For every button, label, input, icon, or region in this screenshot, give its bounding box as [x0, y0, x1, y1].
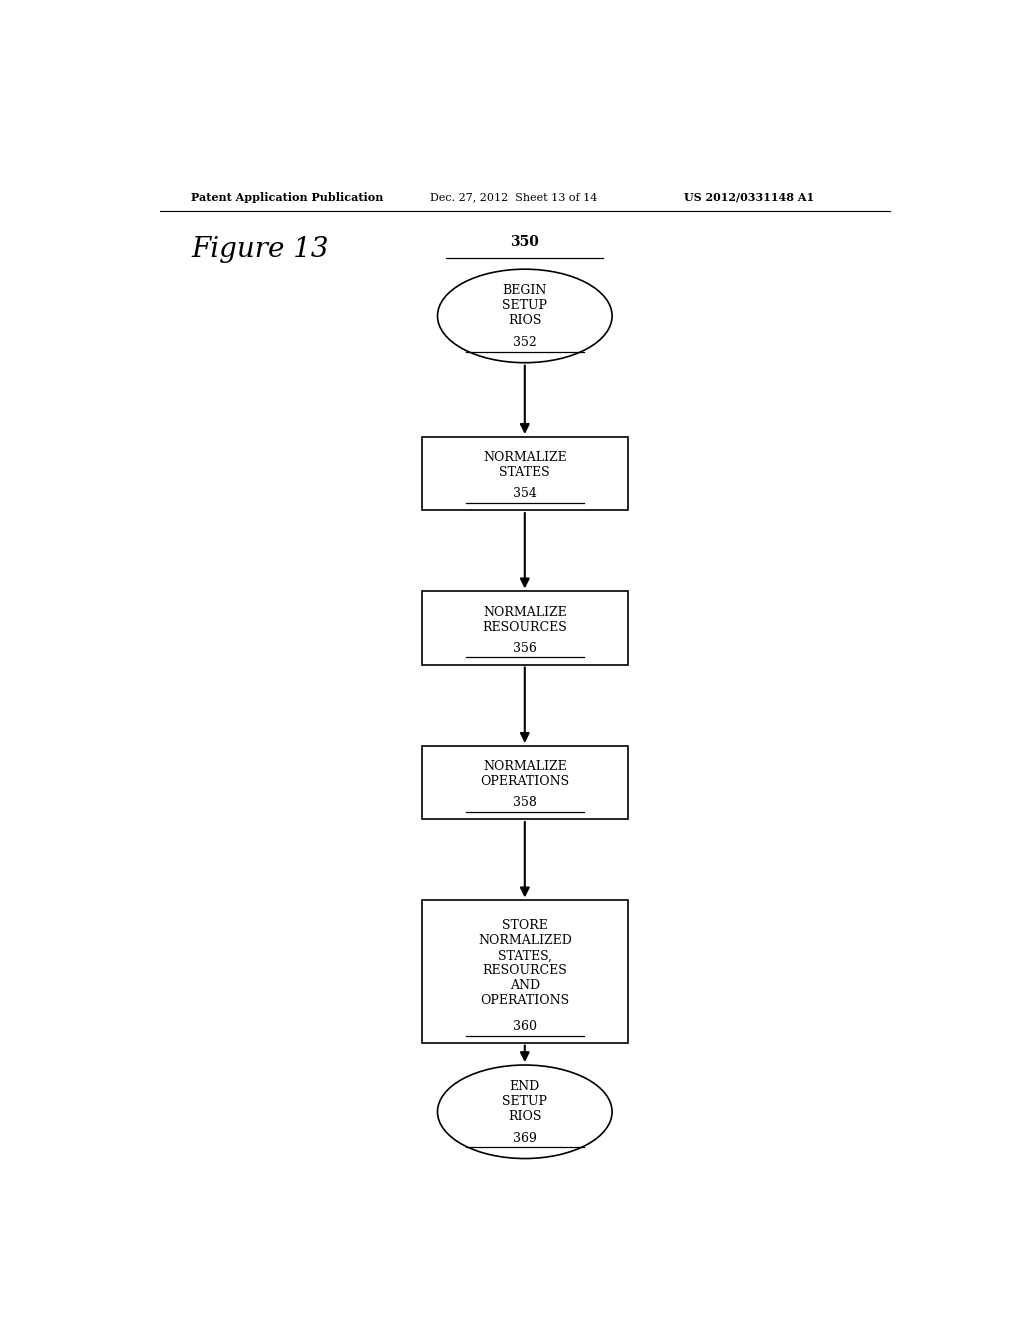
- Text: Dec. 27, 2012  Sheet 13 of 14: Dec. 27, 2012 Sheet 13 of 14: [430, 191, 597, 202]
- FancyBboxPatch shape: [422, 437, 628, 510]
- Text: END
SETUP
RIOS: END SETUP RIOS: [503, 1080, 547, 1123]
- FancyBboxPatch shape: [422, 746, 628, 818]
- Text: NORMALIZE
OPERATIONS: NORMALIZE OPERATIONS: [480, 760, 569, 788]
- Text: Figure 13: Figure 13: [191, 236, 329, 264]
- Text: 360: 360: [513, 1020, 537, 1034]
- FancyBboxPatch shape: [422, 900, 628, 1043]
- Text: 356: 356: [513, 642, 537, 655]
- Text: 354: 354: [513, 487, 537, 500]
- Text: 352: 352: [513, 335, 537, 348]
- FancyBboxPatch shape: [422, 591, 628, 664]
- Text: NORMALIZE
STATES: NORMALIZE STATES: [483, 451, 566, 479]
- Ellipse shape: [437, 1065, 612, 1159]
- Text: BEGIN
SETUP
RIOS: BEGIN SETUP RIOS: [503, 284, 547, 327]
- Text: 350: 350: [510, 235, 540, 249]
- Ellipse shape: [437, 269, 612, 363]
- Text: 369: 369: [513, 1131, 537, 1144]
- Text: Patent Application Publication: Patent Application Publication: [191, 191, 384, 202]
- Text: STORE
NORMALIZED
STATES,
RESOURCES
AND
OPERATIONS: STORE NORMALIZED STATES, RESOURCES AND O…: [478, 920, 571, 1007]
- Text: US 2012/0331148 A1: US 2012/0331148 A1: [684, 191, 814, 202]
- Text: NORMALIZE
RESOURCES: NORMALIZE RESOURCES: [482, 606, 567, 634]
- Text: 358: 358: [513, 796, 537, 809]
